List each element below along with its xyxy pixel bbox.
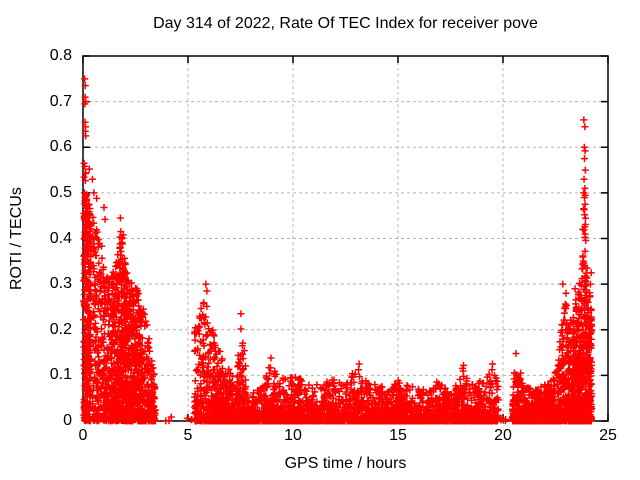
x-axis-label: GPS time / hours (284, 455, 407, 472)
x-tick-label: 20 (494, 427, 512, 444)
y-tick-label: 0.5 (49, 183, 72, 201)
y-tick-label: 0.3 (49, 275, 72, 293)
x-tick-label: 25 (599, 427, 617, 444)
y-tick-label: 0.1 (49, 366, 72, 384)
y-tick-label: 0.2 (49, 320, 72, 338)
x-tick-label: 10 (284, 427, 302, 444)
y-tick-label: 0.6 (49, 138, 72, 156)
y-tick-label: 0.8 (49, 47, 72, 64)
y-tick-label: 0.4 (49, 229, 72, 247)
x-tick-label: 15 (389, 427, 407, 444)
y-tick-label: 0 (63, 412, 72, 429)
y-tick-label: 0.7 (49, 92, 72, 110)
x-tick-label: 0 (78, 427, 88, 444)
chart-title: Day 314 of 2022, Rate Of TEC Index for r… (153, 15, 538, 32)
x-tick-label: 5 (183, 427, 193, 444)
